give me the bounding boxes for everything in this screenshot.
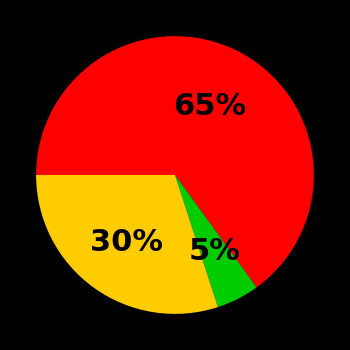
- Text: 65%: 65%: [173, 92, 246, 121]
- Text: 5%: 5%: [188, 237, 240, 266]
- Text: 30%: 30%: [90, 228, 162, 257]
- Wedge shape: [36, 175, 218, 314]
- Wedge shape: [175, 175, 257, 307]
- Wedge shape: [36, 36, 314, 287]
